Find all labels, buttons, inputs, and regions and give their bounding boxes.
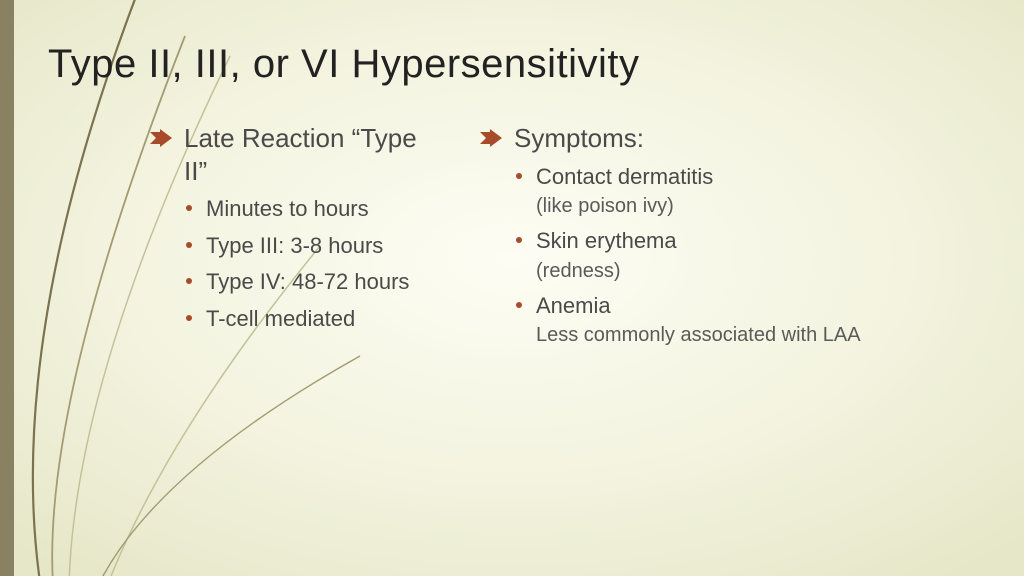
level2-text: Anemia <box>536 292 611 321</box>
bullet-level2: Contact dermatitis <box>516 163 880 192</box>
bullet-level2: T-cell mediated <box>186 305 440 334</box>
bullet-level2: Skin erythema <box>516 227 880 256</box>
level2-subnote: (like poison ivy) <box>536 193 880 219</box>
level2-subnote: Less commonly associated with LAA <box>536 322 880 348</box>
bullet-level2: Type IV: 48-72 hours <box>186 268 440 297</box>
left-column: Late Reaction “Type II” Minutes to hours… <box>150 122 440 348</box>
arrow-bullet-icon <box>480 129 502 147</box>
bullet-level2: Type III: 3-8 hours <box>186 232 440 261</box>
dot-bullet-icon <box>186 242 192 248</box>
right-column: Symptoms: Contact dermatitis (like poiso… <box>480 122 880 348</box>
level2-text: T-cell mediated <box>206 305 355 334</box>
left-accent-bar <box>0 0 14 576</box>
level2-text: Minutes to hours <box>206 195 369 224</box>
bullet-level1: Symptoms: <box>480 122 880 155</box>
level2-text: Contact dermatitis <box>536 163 713 192</box>
level1-text: Symptoms: <box>514 122 644 155</box>
level1-text: Late Reaction “Type II” <box>184 122 440 187</box>
level2-text: Skin erythema <box>536 227 677 256</box>
dot-bullet-icon <box>516 173 522 179</box>
level2-subnote: (redness) <box>536 258 880 284</box>
bullet-level2: Anemia <box>516 292 880 321</box>
dot-bullet-icon <box>186 315 192 321</box>
bullet-level1: Late Reaction “Type II” <box>150 122 440 187</box>
dot-bullet-icon <box>516 302 522 308</box>
bullet-level2: Minutes to hours <box>186 195 440 224</box>
slide-title: Type II, III, or VI Hypersensitivity <box>48 42 640 87</box>
dot-bullet-icon <box>186 205 192 211</box>
level2-text: Type III: 3-8 hours <box>206 232 383 261</box>
arrow-bullet-icon <box>150 129 172 147</box>
level2-text: Type IV: 48-72 hours <box>206 268 409 297</box>
content-columns: Late Reaction “Type II” Minutes to hours… <box>150 122 984 348</box>
dot-bullet-icon <box>516 237 522 243</box>
dot-bullet-icon <box>186 278 192 284</box>
slide: Type II, III, or VI Hypersensitivity Lat… <box>0 0 1024 576</box>
